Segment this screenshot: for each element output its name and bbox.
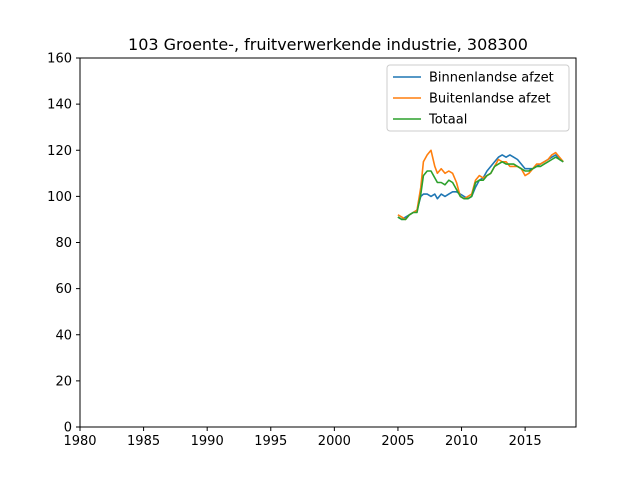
x-tick-label: 1980 [63,434,96,449]
x-tick-label: 2010 [445,434,478,449]
x-axis: 1980 1985 1990 1995 2000 2005 2010 2015 [63,427,542,449]
y-axis: 0 20 40 60 80 100 120 140 160 [47,52,80,436]
y-tick-label: 140 [47,98,72,113]
y-tick-label: 20 [55,374,72,389]
series-line-3 [397,156,564,221]
y-tick-label: 80 [55,236,72,251]
x-tick-label: 2000 [318,434,351,449]
y-tick-label: 160 [47,52,72,67]
y-tick-label: 40 [55,328,72,343]
x-tick-label: 1990 [191,434,224,449]
y-tick-label: 0 [64,421,72,436]
legend-label-3: Totaal [428,113,467,128]
series-line-2 [397,149,564,221]
y-tick-label: 100 [47,190,72,205]
series-layer [397,149,564,221]
x-tick-label: 1985 [127,434,160,449]
legend-label-1: Binnenlandse afzet [429,71,554,86]
legend-label-2: Buitenlandse afzet [429,92,551,107]
x-tick-label: 2005 [381,434,414,449]
legend-box [386,64,570,132]
legend: Binnenlandse afzet Buitenlandse afzet Tota… [386,64,570,132]
y-tick-label: 60 [55,282,72,297]
x-tick-label: 2015 [509,434,542,449]
chart-title: 103 Groente-, fruitverwerkende industrie… [128,35,528,54]
x-tick-label: 1995 [254,434,287,449]
y-tick-label: 120 [47,144,72,159]
